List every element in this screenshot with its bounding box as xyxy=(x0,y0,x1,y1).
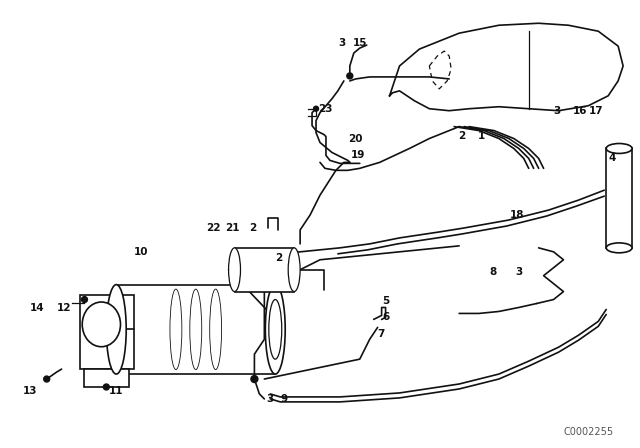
Text: C0002255: C0002255 xyxy=(563,426,613,437)
Text: 12: 12 xyxy=(56,303,71,314)
Text: 7: 7 xyxy=(377,329,384,339)
Text: 8: 8 xyxy=(490,267,497,277)
Text: 9: 9 xyxy=(281,394,288,404)
Circle shape xyxy=(347,73,353,79)
Text: 1: 1 xyxy=(477,130,484,141)
Text: 4: 4 xyxy=(609,153,616,164)
Text: 2: 2 xyxy=(458,130,466,141)
Circle shape xyxy=(314,106,319,111)
Bar xyxy=(84,369,129,387)
Ellipse shape xyxy=(288,248,300,292)
Circle shape xyxy=(103,384,109,390)
Text: 19: 19 xyxy=(351,151,365,160)
Text: 3: 3 xyxy=(338,38,346,48)
Ellipse shape xyxy=(82,302,120,347)
Text: 5: 5 xyxy=(382,296,389,306)
Text: 11: 11 xyxy=(109,386,124,396)
Bar xyxy=(606,148,632,248)
Circle shape xyxy=(81,297,88,302)
Text: 3: 3 xyxy=(267,394,274,404)
Bar xyxy=(234,248,294,292)
Circle shape xyxy=(251,375,258,383)
Bar xyxy=(79,294,134,369)
Circle shape xyxy=(44,376,50,382)
Text: 13: 13 xyxy=(22,386,37,396)
Text: 22: 22 xyxy=(207,223,221,233)
Text: 23: 23 xyxy=(317,104,332,114)
Bar xyxy=(116,284,275,374)
Ellipse shape xyxy=(266,284,285,374)
Text: 21: 21 xyxy=(225,223,240,233)
Text: 16: 16 xyxy=(573,106,588,116)
Text: 3: 3 xyxy=(553,106,560,116)
Ellipse shape xyxy=(106,284,126,374)
Ellipse shape xyxy=(269,300,282,359)
Text: 20: 20 xyxy=(349,134,363,143)
Ellipse shape xyxy=(228,248,241,292)
Text: 18: 18 xyxy=(509,210,524,220)
Text: 3: 3 xyxy=(515,267,522,277)
Text: 17: 17 xyxy=(589,106,604,116)
Text: 15: 15 xyxy=(353,38,367,48)
Text: 6: 6 xyxy=(382,312,389,323)
Text: 2: 2 xyxy=(275,253,282,263)
Ellipse shape xyxy=(606,243,632,253)
Ellipse shape xyxy=(606,143,632,154)
Text: 10: 10 xyxy=(134,247,148,257)
Text: 2: 2 xyxy=(249,223,256,233)
Text: 14: 14 xyxy=(29,303,44,314)
